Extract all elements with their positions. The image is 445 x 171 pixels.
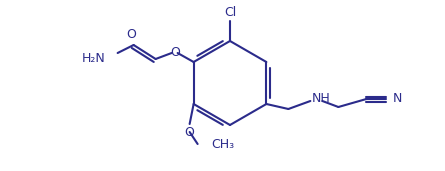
Text: NH: NH [312, 93, 330, 106]
Text: O: O [171, 45, 181, 58]
Text: O: O [127, 28, 137, 41]
Text: CH₃: CH₃ [212, 137, 235, 150]
Text: Cl: Cl [224, 6, 236, 19]
Text: N: N [392, 93, 402, 106]
Text: O: O [185, 126, 194, 139]
Text: H₂N: H₂N [82, 52, 105, 65]
